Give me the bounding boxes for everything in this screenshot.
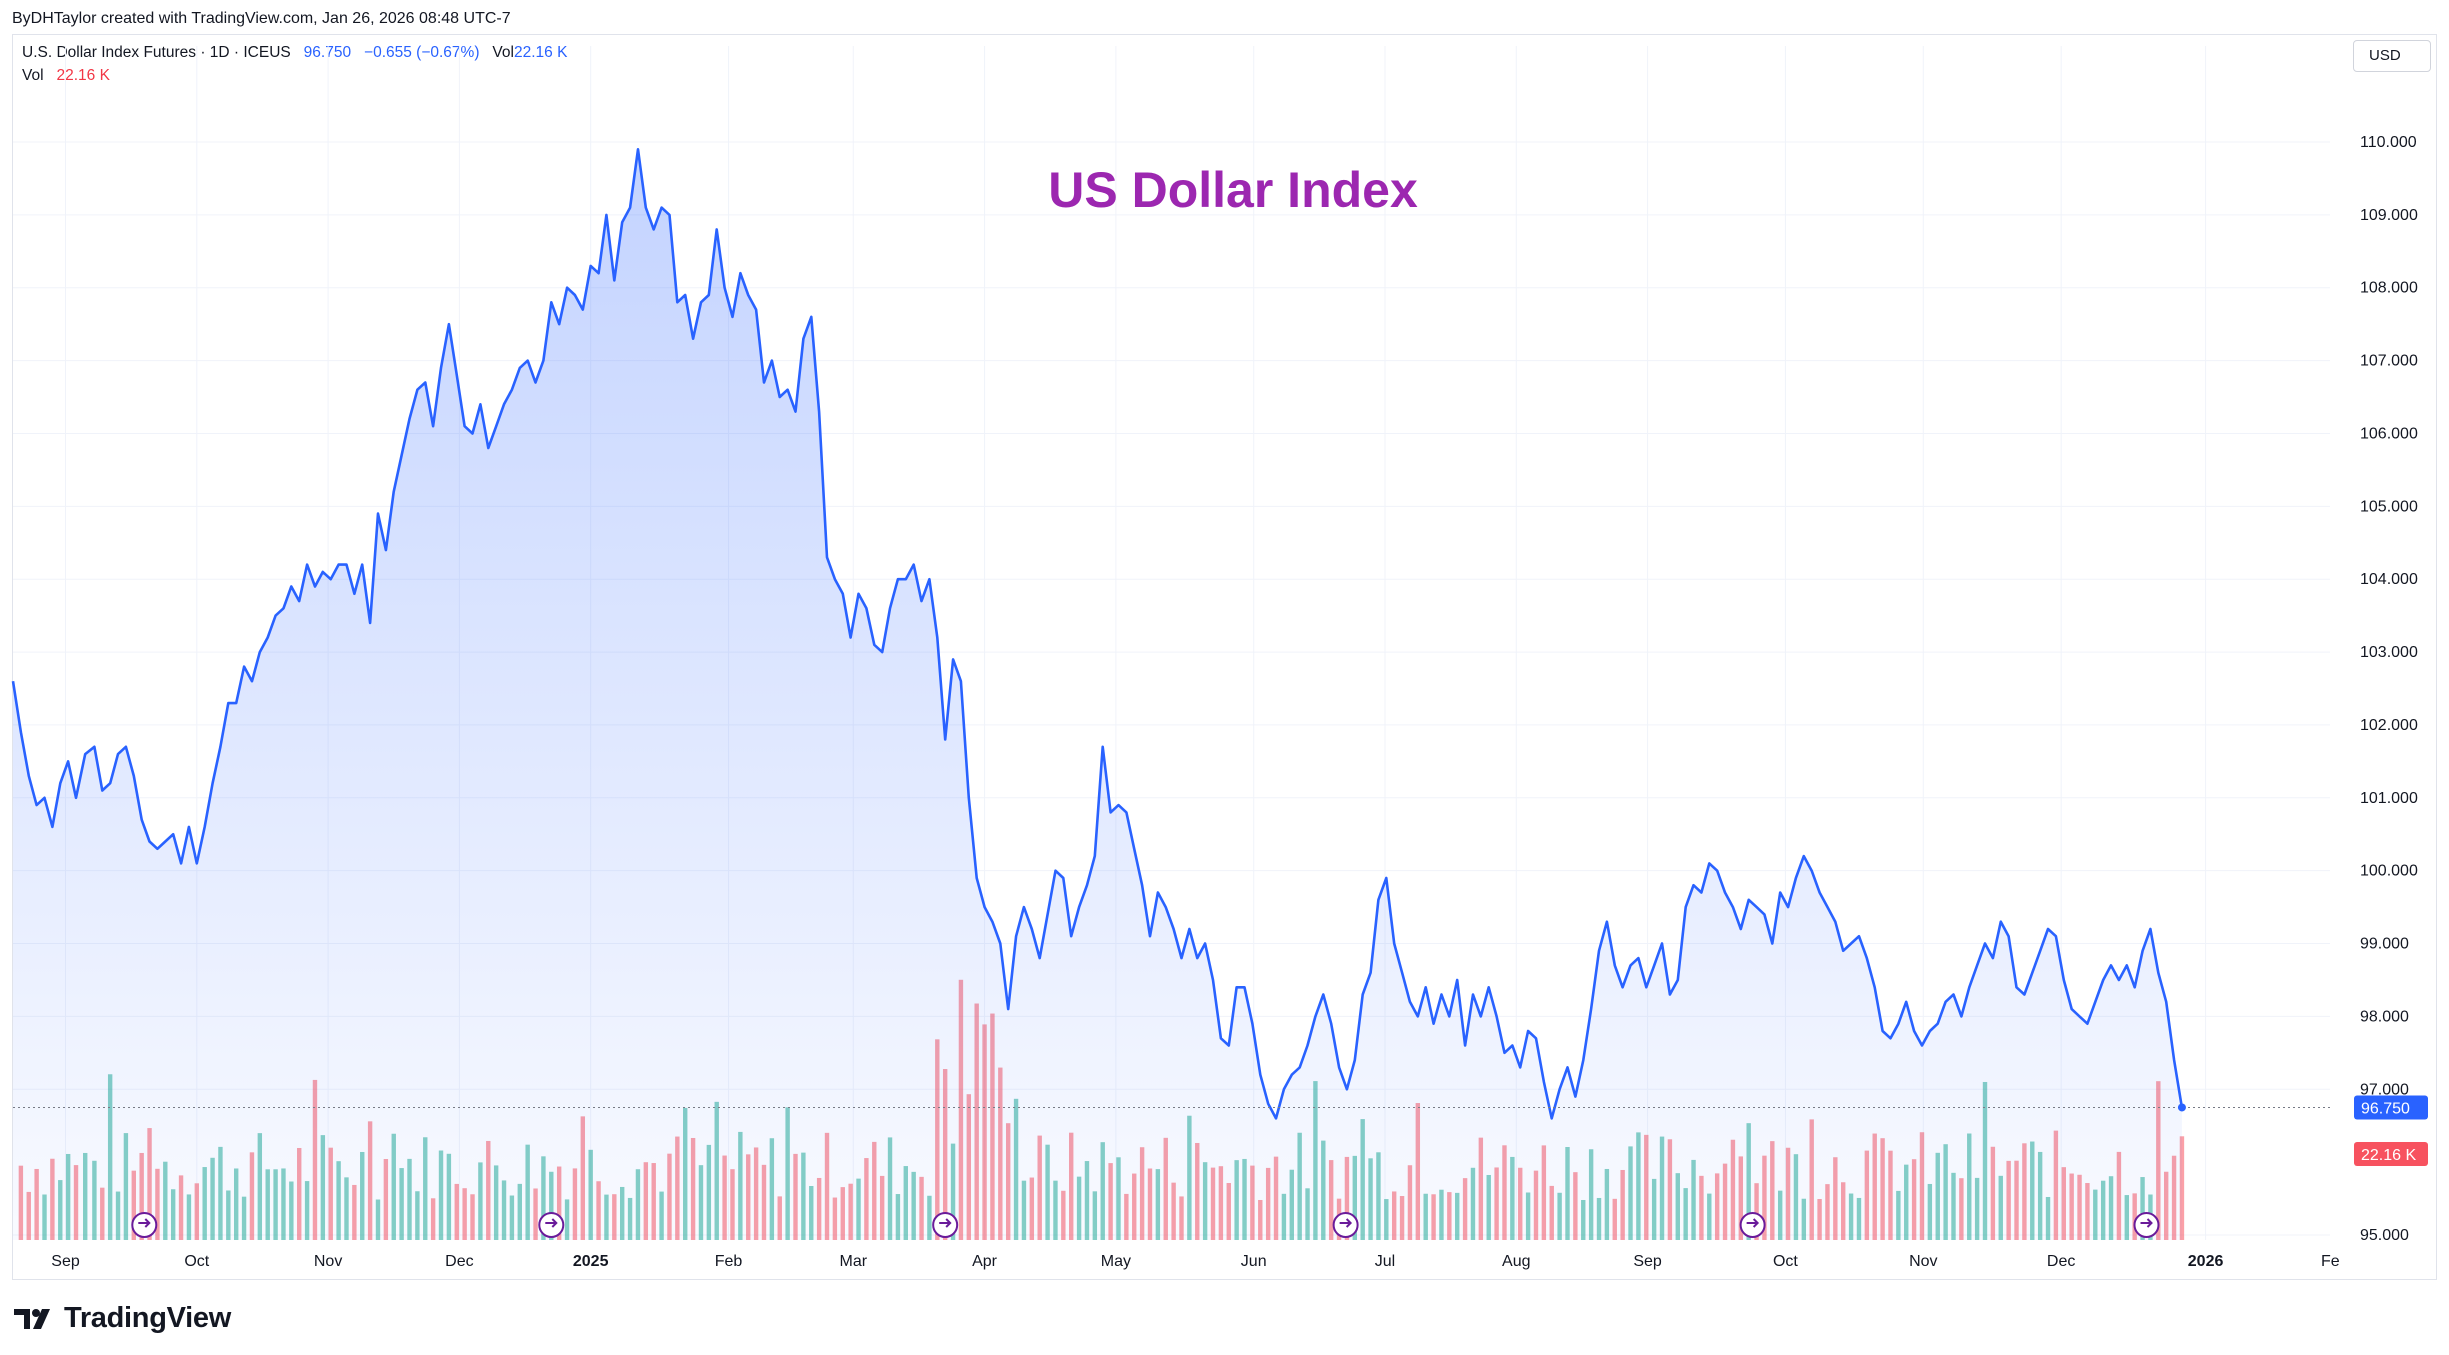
x-tick-label: Oct [1773, 1253, 1798, 1270]
y-tick-label: 99.000 [2360, 936, 2409, 953]
y-tick-label: 106.000 [2360, 425, 2418, 442]
vol2-label[interactable]: Vol [22, 67, 44, 84]
x-tick-label: Dec [445, 1253, 473, 1270]
y-tick-label: 95.000 [2360, 1227, 2409, 1244]
y-tick-label: 101.000 [2360, 790, 2418, 807]
chart-credit: ByDHTaylor created with TradingView.com,… [12, 10, 511, 27]
brand-name: TradingView [64, 1302, 231, 1334]
y-tick-label: 97.000 [2360, 1081, 2409, 1098]
event-marker-arrow-icon [939, 1218, 952, 1228]
event-marker-icon[interactable] [538, 1212, 565, 1238]
price-area [13, 149, 2182, 1240]
x-tick-label: Sep [1633, 1253, 1662, 1270]
last-price-tag-label: 96.750 [2361, 1100, 2410, 1117]
price-line[interactable] [11, 148, 2184, 1120]
x-tick-label: Fe [2321, 1253, 2340, 1270]
x-tick-label: Apr [972, 1253, 998, 1270]
last-price-tag [2354, 1095, 2428, 1120]
y-tick-label: 98.000 [2360, 1008, 2409, 1025]
tradingview-brand: TradingView [14, 1302, 231, 1335]
y-tick-label: 100.000 [2360, 863, 2418, 880]
y-tick-label: 104.000 [2360, 571, 2418, 588]
x-tick-label: 2025 [573, 1253, 609, 1270]
vol2-value: 22.16 K [56, 67, 110, 84]
event-marker-arrow-icon [545, 1218, 558, 1228]
x-tick-label: Oct [184, 1253, 209, 1270]
x-tick-label: Feb [715, 1253, 743, 1270]
event-marker-icon[interactable] [932, 1212, 959, 1238]
x-tick-label: Aug [1502, 1253, 1530, 1270]
y-tick-label: 110.000 [2360, 134, 2417, 151]
event-marker-icon[interactable] [131, 1212, 158, 1238]
x-tick-label: Jul [1375, 1253, 1395, 1270]
y-tick-label: 107.000 [2360, 353, 2418, 370]
y-tick-label: 103.000 [2360, 644, 2418, 661]
chart-title: US Dollar Index [1048, 162, 1418, 218]
last-price-dot [2177, 1103, 2186, 1112]
price-chart[interactable]: 110.000 109.000 108.000 107.000 106.000 105.0… [0, 0, 2449, 1290]
last-price: 96.750 [303, 44, 352, 61]
vol-value: 22.16 K [513, 44, 568, 61]
x-tick-label: 2026 [2188, 1253, 2224, 1270]
y-tick-label: 109.000 [2360, 207, 2418, 224]
x-tick-label: May [1101, 1253, 1131, 1270]
event-marker-arrow-icon [2140, 1218, 2153, 1228]
volume-tag [2354, 1142, 2428, 1166]
vol-label: Vol [492, 44, 514, 61]
chart-frame [12, 34, 2437, 1280]
x-tick-label: Nov [1909, 1253, 1937, 1270]
symbol-name[interactable]: U.S. Dollar Index Futures · 1D · ICEUS [22, 44, 291, 61]
y-tick-label: 108.000 [2360, 280, 2418, 297]
event-marker-arrow-icon [138, 1218, 151, 1228]
event-marker-icon[interactable] [1739, 1212, 1766, 1238]
volume-bar [2179, 1136, 2185, 1240]
event-marker-icon[interactable] [1332, 1212, 1359, 1238]
symbol-legend: U.S. Dollar Index Futures · 1D · ICEUS 9… [22, 44, 567, 62]
volume-tag-label: 22.16 K [2361, 1147, 2416, 1164]
x-tick-label: Nov [314, 1253, 342, 1270]
event-marker-arrow-icon [1339, 1218, 1353, 1228]
volume-legend: Vol 22.16 K [22, 67, 110, 85]
event-marker-icon[interactable] [2133, 1212, 2160, 1238]
price-change: −0.655 (−0.67%) [364, 44, 480, 61]
x-tick-label: Dec [2047, 1253, 2075, 1270]
x-tick-label: Jun [1241, 1253, 1267, 1270]
y-tick-label: 102.000 [2360, 717, 2418, 734]
event-marker-arrow-icon [1746, 1218, 1760, 1228]
x-tick-label: Sep [51, 1253, 80, 1270]
y-tick-label: 105.000 [2360, 498, 2418, 515]
currency-button[interactable]: USD [2353, 40, 2431, 72]
x-tick-label: Mar [839, 1253, 867, 1270]
tradingview-logo-icon [14, 1308, 50, 1329]
